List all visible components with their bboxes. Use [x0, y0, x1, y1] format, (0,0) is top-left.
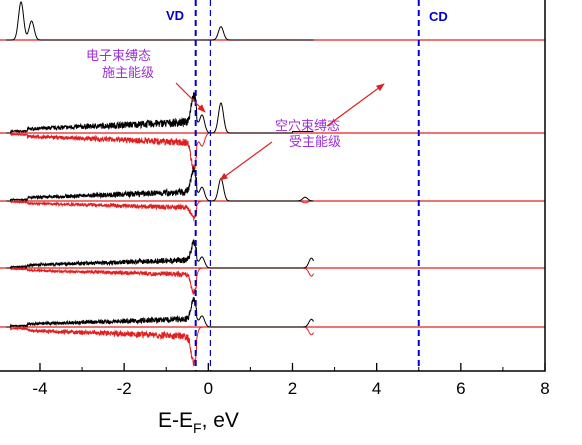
x-tick-label: 8	[540, 379, 549, 398]
annotation-arrow	[175, 82, 206, 113]
annotation-arrow	[219, 141, 273, 181]
donor-annotation-line2: 施主能级	[102, 66, 154, 81]
annotation-arrows	[175, 82, 385, 181]
vd-label: VD	[166, 8, 184, 23]
dos-panel	[0, 239, 545, 295]
spin-down-dos-line	[6, 267, 314, 295]
dos-panel	[0, 92, 545, 171]
annotation-arrow	[326, 83, 385, 127]
dos-panel	[0, 1, 545, 41]
x-axis-ticks	[39, 363, 546, 371]
plot-frame	[0, 0, 546, 372]
dos-panel	[0, 166, 545, 222]
x-tick-label: 4	[372, 379, 381, 398]
acceptor-annotation-line1: 空穴束缚态	[275, 118, 340, 134]
spin-up-dos-line	[6, 1, 314, 41]
spin-up-dos-line	[6, 166, 314, 202]
energy-level-lines	[194, 0, 420, 371]
spin-down-dos-line	[6, 200, 314, 222]
x-tick-label: -2	[117, 379, 132, 398]
spin-up-dos-line	[6, 239, 314, 269]
x-axis-tick-labels: -4 -2 0 2 4 6 8	[32, 379, 549, 398]
spin-down-dos-line	[6, 326, 314, 367]
x-tick-label: 0	[204, 379, 213, 398]
dos-panel	[0, 296, 545, 367]
donor-annotation-line1: 电子束缚态	[86, 48, 151, 64]
spin-up-dos-line	[6, 296, 314, 328]
spin-up-dos-line	[6, 92, 314, 134]
x-tick-label: -4	[32, 379, 47, 398]
x-tick-label: 6	[456, 379, 465, 398]
dos-panels	[0, 1, 545, 367]
acceptor-annotation-line2: 受主能级	[289, 135, 341, 150]
x-axis-label: E-EF, eV	[158, 409, 239, 436]
x-tick-label: 2	[288, 379, 297, 398]
cd-label: CD	[429, 9, 448, 24]
spin-down-dos-line	[6, 132, 314, 171]
